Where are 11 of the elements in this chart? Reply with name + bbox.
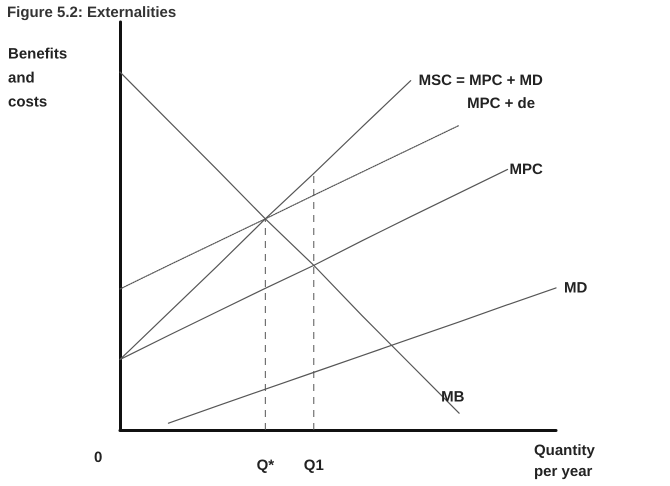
series-label: MB	[441, 388, 465, 406]
x-tick-label: Q1	[304, 457, 324, 474]
y-axis-title: Benefits and costs	[8, 46, 72, 110]
series-label: MD	[564, 279, 588, 296]
text: 0	[94, 449, 102, 466]
x-axis-title: Quantity per year	[534, 442, 600, 480]
x-tick-label: Q*	[256, 457, 274, 474]
series-label: MSC = MPC + MD	[418, 72, 544, 90]
series-label: MPC	[510, 160, 544, 178]
chart-title: Figure 5.2: Externalities	[7, 4, 176, 21]
series-label: MPC + de	[467, 94, 536, 112]
